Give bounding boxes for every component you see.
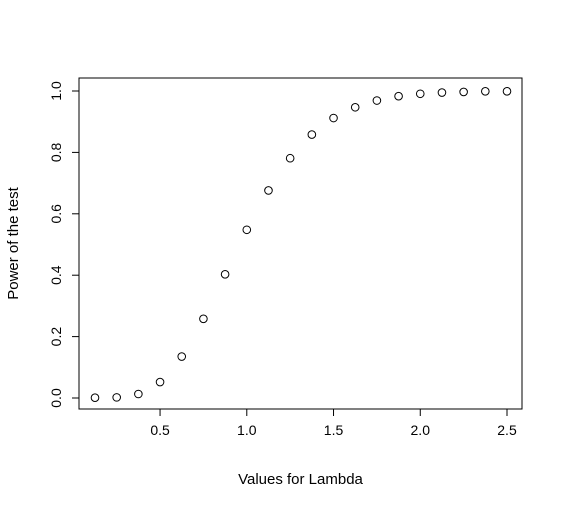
data-point [415,89,425,99]
data-points [90,87,512,402]
data-point [134,389,143,399]
x-tick-label: 1.5 [324,422,344,438]
data-point [350,102,360,112]
data-point [459,87,468,97]
data-point [329,113,338,123]
data-point [372,96,382,105]
x-tick-label: 0.5 [150,422,170,438]
x-axis-title: Values for Lambda [238,471,363,488]
data-point [394,91,403,101]
data-point [264,186,273,195]
y-axis-title: Power of the test [5,186,22,299]
y-tick-label: 0.2 [48,327,64,347]
data-point [177,352,187,361]
x-axis: 0.5 1.0 1.5 2.0 2.5 [150,409,517,438]
data-point [199,314,208,324]
data-point [481,87,490,96]
x-tick-label: 2.0 [411,422,431,438]
data-point [437,88,447,97]
plot-frame [78,77,523,410]
data-point [112,393,121,402]
data-point [307,130,317,139]
y-tick-label: 0.4 [48,265,64,285]
data-point [220,269,230,279]
data-point [502,87,512,96]
y-tick-label: 0.8 [48,142,64,162]
data-point [285,153,295,163]
y-axis: 0.0 0.2 0.4 0.6 0.8 1.0 [48,81,79,408]
x-tick-label: 2.5 [497,422,517,438]
y-tick-label: 0.6 [48,204,64,224]
data-point [155,377,165,387]
data-point [242,225,252,235]
x-tick-label: 1.0 [237,422,257,438]
y-tick-label: 0.0 [48,388,64,408]
data-point [90,393,100,402]
y-tick-label: 1.0 [48,81,64,101]
